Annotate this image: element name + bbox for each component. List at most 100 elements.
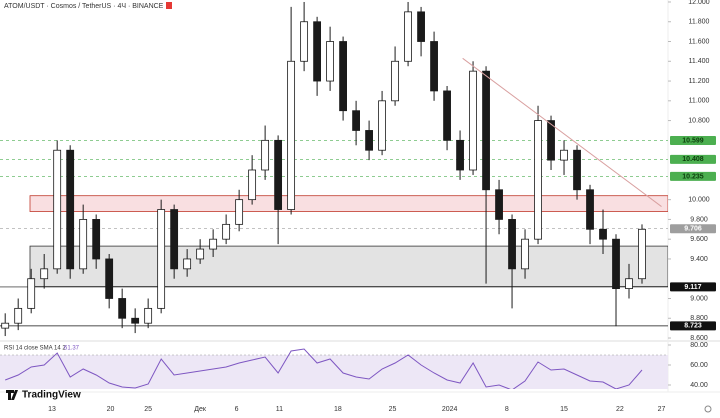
level-label: 9.117 (684, 284, 701, 291)
rsi-tick-label: 40.00 (690, 382, 708, 389)
candle-body (1, 322, 10, 329)
settings-icon[interactable] (704, 405, 712, 413)
candle-body (274, 139, 283, 210)
candle-body (586, 189, 594, 230)
candle-body (365, 130, 373, 151)
candle-body (248, 169, 257, 201)
x-tick-label: 2024 (442, 406, 458, 413)
candle-body (53, 149, 62, 270)
candle-body (27, 278, 36, 309)
y-tick-label: 11.800 (689, 19, 710, 26)
level-badge (670, 154, 716, 164)
candle-body (66, 149, 75, 270)
y-tick-label: 9.400 (690, 256, 708, 263)
candle-body (40, 268, 49, 280)
level-badge (670, 282, 716, 292)
candle-body (261, 139, 270, 171)
rsi-value: 61.37 (64, 346, 80, 352)
candle-body (508, 219, 516, 270)
y-tick-label: 11.600 (689, 38, 710, 45)
candle-body (183, 258, 192, 270)
candle-body (105, 258, 114, 299)
level-badge (670, 321, 716, 331)
x-tick-label: Дек (194, 406, 207, 413)
y-tick-label: 8.800 (690, 315, 708, 322)
rsi-title: RSI 14 close SMA 14 2 (4, 346, 66, 352)
x-tick-label: 27 (658, 406, 666, 413)
price-pane (0, 1, 668, 337)
candle-body (339, 41, 347, 112)
candle-body (443, 90, 451, 141)
candle-body (144, 307, 153, 324)
logo-icon (6, 390, 18, 400)
trendline (462, 57, 662, 207)
chart-title: ATOM/USDT · Cosmos / TetherUS · 4Ч · BIN… (4, 3, 164, 10)
logo-text: TradingView (22, 390, 81, 401)
y-tick-label: 9.000 (690, 295, 708, 302)
x-tick-label: 6 (235, 406, 239, 413)
candle-body (326, 41, 335, 82)
candle-body (560, 149, 568, 161)
status-dot (166, 2, 172, 9)
candle-body (573, 149, 581, 191)
level-label: 10.235 (682, 173, 704, 180)
y-tick-label: 11.400 (689, 58, 710, 65)
candle-body (612, 238, 620, 290)
candle-body (118, 298, 127, 319)
candle-body (456, 139, 464, 171)
x-tick-label: 20 (107, 406, 115, 413)
candle-body (391, 60, 399, 102)
candle-body (313, 21, 322, 82)
level-badge (670, 135, 716, 145)
candle-body (235, 199, 244, 225)
level-badge (670, 171, 716, 181)
level-label: 10.599 (682, 137, 704, 144)
rsi-band (0, 355, 668, 389)
y-tick-label: 12.000 (688, 0, 710, 6)
candle-body (300, 21, 309, 62)
y-tick-label: 10.800 (688, 117, 710, 124)
y-tick-label: 9.800 (690, 216, 708, 223)
candle-body (378, 100, 386, 151)
zone (29, 195, 668, 212)
level-label: 10.408 (682, 156, 704, 163)
zone (29, 245, 668, 288)
x-tick-label: 25 (144, 406, 152, 413)
y-tick-label: 10.000 (688, 196, 710, 203)
y-tick-label: 9.600 (690, 236, 708, 243)
x-tick-label: 11 (276, 406, 283, 413)
candle-body (534, 120, 542, 240)
level-label: 9.706 (684, 226, 702, 233)
candle-body (131, 317, 140, 324)
x-tick-label: 13 (48, 406, 56, 413)
candle-body (469, 70, 477, 171)
candle-body (599, 228, 607, 240)
rsi-line (5, 348, 643, 389)
candle-body (196, 248, 205, 260)
rsi-tick-label: 60.00 (690, 362, 708, 369)
logo: TradingView (6, 390, 81, 401)
rsi-pane (0, 348, 668, 389)
candle-body (521, 238, 529, 270)
candle-body (417, 11, 425, 42)
candle-body (352, 110, 360, 131)
candle-body (79, 219, 88, 270)
x-tick-label: 18 (334, 406, 342, 413)
candle-body (170, 209, 179, 270)
y-tick-label: 8.600 (690, 335, 708, 342)
candle-body (404, 11, 412, 62)
x-tick-label: 15 (560, 406, 568, 413)
candle-body (430, 41, 438, 92)
level-label: 8.723 (684, 323, 702, 330)
candle-body (625, 278, 633, 290)
x-tick-label: 8 (505, 406, 509, 413)
level-badge (670, 224, 716, 234)
rsi-tick-label: 80.00 (690, 342, 708, 349)
x-tick-label: 25 (389, 406, 397, 413)
candle-body (287, 60, 296, 210)
candle-body (547, 120, 555, 161)
candle-body (482, 70, 490, 191)
candle-body (495, 189, 503, 220)
